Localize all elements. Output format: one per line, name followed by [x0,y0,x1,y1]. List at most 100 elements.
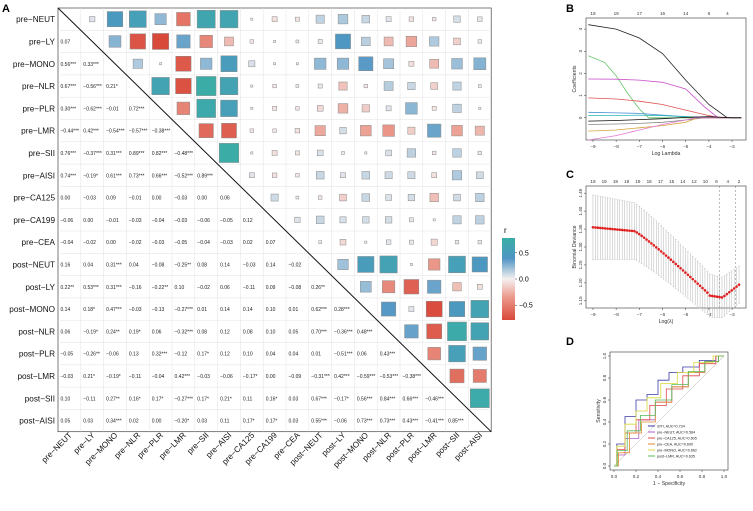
deviance-point [598,226,602,230]
deviance-point [674,262,678,266]
correlation-square [249,39,254,44]
x-tick-label: −3 [729,144,735,149]
deviance-point [708,294,712,297]
correlation-square [453,37,461,46]
coefficient-label: 0.00 [61,196,71,202]
coefficient-label: 0.06 [220,285,230,291]
x-tick-label: −3 [729,312,735,317]
top-tick-label: 2 [738,179,741,184]
row-label: post−LMR [17,372,55,381]
coefficient-label: 0.42*** [83,129,99,135]
coefficient-label: 0.26** [311,285,325,291]
correlation-square [448,255,466,274]
deviance-point [603,227,607,230]
coefficient-label: 0.67*** [61,84,77,90]
legend-tick-label: −0.5 [519,303,533,310]
coefficient-label: −0.03 [243,262,256,268]
correlation-square [317,105,324,112]
correlation-square [295,150,300,156]
legend-tick-label: 0.0 [519,277,529,284]
correlation-square [129,10,147,28]
x-tick-label: −7 [637,144,643,149]
correlation-square [476,171,484,179]
correlation-square [452,148,462,158]
correlation-square [250,84,254,88]
row-label: post−AISI [19,417,55,426]
legend-tick-label: 0.5 [519,250,529,257]
deviance-point [608,227,612,231]
x-tick-label: −4 [706,144,712,149]
correlation-square [315,14,325,24]
coefficient-label: −0.20* [175,419,190,425]
correlation-square [449,368,465,384]
coefficient-label: 0.00 [106,240,116,246]
correlation-square [317,39,323,44]
coefficient-label: −0.53*** [380,374,399,380]
coefficient-label: −0.01 [129,196,142,202]
deviance-point [628,229,631,232]
coefficient-label: 0.11 [220,419,230,425]
deviance-point [618,228,622,232]
correlation-square [220,55,238,72]
correlation-square [248,60,256,68]
coefficient-label: −0.02 [129,240,142,246]
correlation-square [129,33,146,50]
correlation-square [453,15,461,23]
correlation-square [272,172,278,178]
row-label: post−NLR [18,327,55,336]
correlation-square [451,58,463,70]
deviance-point [691,277,695,281]
correlation-square [339,193,347,202]
coefficient-label: −0.19* [106,374,121,380]
correlation-square [385,194,392,201]
coefficient-label: 0.00 [266,374,276,380]
coefficient-label: 0.61*** [106,173,122,179]
coefficient-label: 0.82*** [152,151,168,157]
coefficient-label: 0.12 [220,352,230,358]
coefficient-label: 0.43*** [403,419,419,425]
deviance-point [613,227,617,231]
correlation-square [341,151,345,155]
row-label: pre−CA199 [13,216,55,225]
coefficient-label: 0.43*** [380,352,396,358]
correlation-square [175,56,192,72]
deviance-point [723,294,726,298]
row-label: pre−LY [29,37,56,46]
correlation-square [339,239,347,246]
correlation-square [473,57,487,70]
correlation-square [151,77,170,95]
correlation-square [448,345,466,363]
correlation-square [410,263,413,266]
y-tick-label: 0.8 [602,374,607,381]
x-tick-label: −5 [683,144,689,149]
y-tick-label: 1.0 [602,352,607,359]
correlation-square [295,195,300,200]
coefficient-label: 0.10 [61,396,71,402]
correlation-square [403,279,420,295]
coefficient-label: 0.07 [266,240,276,246]
row-label: post−MONO [9,305,55,314]
top-tick-label: 19 [635,179,641,184]
coefficient-label: −0.03 [61,374,74,380]
coefficient-label: 0.06 [61,329,71,335]
deviance-point [625,229,629,232]
coefficient-path [588,24,742,119]
top-tick-label: 14 [683,11,689,16]
correlation-square [89,16,96,23]
correlation-square [432,17,437,22]
y-axis-label: Coefficients [572,65,578,92]
coefficient-label: −0.04 [152,374,165,380]
correlation-square [250,151,254,155]
coefficient-label: 0.14 [220,307,230,313]
correlation-square [362,216,370,224]
row-label: post−PLR [19,350,55,359]
correlation-square [361,36,371,47]
y-tick-label: 4 [578,27,583,30]
coefficient-label: 0.05 [61,419,71,425]
top-tick-label: 19 [590,179,596,184]
coefficient-label: −0.38*** [403,374,422,380]
coefficient-label: −0.27*** [175,307,194,313]
top-tick-label: 16 [660,11,666,16]
coefficient-label: 0.10 [266,329,276,335]
correlation-square [382,124,395,137]
